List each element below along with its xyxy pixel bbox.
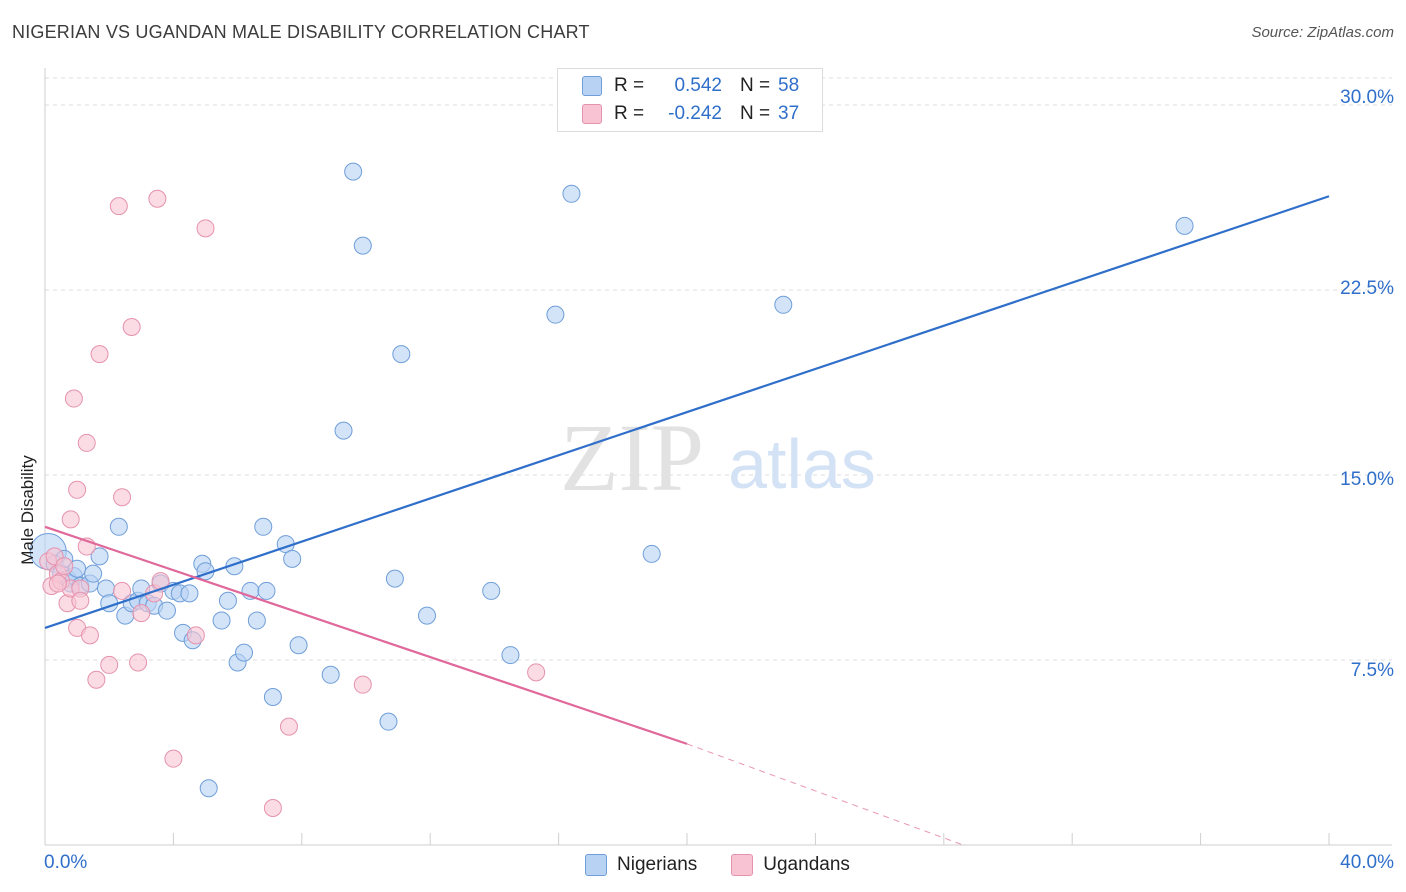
- data-points: [29, 162, 1194, 817]
- y-tick-label: 22.5%: [1340, 278, 1394, 299]
- ugandan-point: [48, 574, 67, 593]
- nigerian-point: [247, 611, 266, 630]
- nigerians-swatch: [585, 854, 607, 876]
- ugandan-point: [113, 581, 132, 600]
- nigerian-point: [254, 517, 273, 536]
- ugandan-point: [100, 655, 119, 674]
- nigerian-point: [482, 581, 501, 600]
- nigerian-point: [283, 549, 302, 568]
- ugandan-point: [196, 219, 215, 238]
- n-value: 58: [778, 75, 800, 96]
- y-axis-label-wrap: Male Disability: [16, 300, 40, 720]
- nigerian-point: [84, 564, 103, 583]
- r-value: 0.542: [674, 75, 722, 96]
- legend-label: Nigerians: [617, 854, 698, 875]
- ugandan-point: [61, 510, 80, 529]
- ugandan-point: [164, 749, 183, 768]
- stats-row-nigerians: R = 0.542 N = 58: [582, 74, 799, 98]
- stats-legend: R = 0.542 N = 58 R = -0.242 N = 37: [557, 68, 823, 132]
- nigerian-point: [344, 162, 363, 181]
- y-tick-label: 7.5%: [1350, 660, 1394, 681]
- ugandan-point: [90, 345, 109, 364]
- n-value: 37: [778, 103, 800, 124]
- nigerian-point: [157, 601, 176, 620]
- nigerian-point: [417, 606, 436, 625]
- trend-lines: [44, 195, 1330, 846]
- chart-title: NIGERIAN VS UGANDAN MALE DISABILITY CORR…: [12, 22, 590, 42]
- ugandan-point: [68, 480, 87, 499]
- nigerian-point: [379, 712, 398, 731]
- watermark-zip: ZIP: [560, 404, 704, 511]
- ugandans-trend-line: [44, 525, 688, 745]
- ugandan-point: [148, 189, 167, 208]
- watermark-atlas: atlas: [728, 425, 876, 503]
- ugandan-point: [263, 799, 282, 817]
- ugandan-point: [353, 675, 372, 694]
- nigerian-point: [774, 295, 793, 314]
- legend-label: Ugandans: [763, 854, 850, 875]
- ugandan-point: [55, 557, 74, 576]
- ugandans-trend-extension: [686, 743, 964, 846]
- nigerian-point: [392, 345, 411, 364]
- nigerian-point: [353, 236, 372, 255]
- x-tick-label-max: 40.0%: [1340, 852, 1394, 873]
- nigerian-point: [562, 184, 581, 203]
- ugandan-point: [87, 670, 106, 689]
- nigerian-point: [385, 569, 404, 588]
- r-label: R =: [614, 103, 645, 124]
- y-tick-label: 15.0%: [1340, 469, 1394, 490]
- ugandan-point: [279, 717, 298, 736]
- n-label: N =: [740, 75, 771, 96]
- ugandan-point: [64, 389, 83, 408]
- n-label: N =: [740, 103, 771, 124]
- y-tick-label: 30.0%: [1340, 87, 1394, 108]
- nigerians-swatch: [582, 76, 602, 96]
- nigerian-point: [218, 591, 237, 610]
- source-label[interactable]: Source: ZipAtlas.com: [1251, 24, 1394, 41]
- nigerian-point: [235, 643, 254, 662]
- ugandan-point: [527, 663, 546, 682]
- nigerian-point: [257, 581, 276, 600]
- nigerian-point: [501, 646, 520, 665]
- ugandan-point: [71, 591, 90, 610]
- ugandan-point: [122, 318, 141, 336]
- axes: [44, 68, 1392, 846]
- nigerian-point: [90, 547, 109, 566]
- nigerian-point: [109, 517, 128, 536]
- nigerian-point: [212, 611, 231, 630]
- ugandan-point: [186, 626, 205, 645]
- x-tick-label-min: 0.0%: [44, 852, 88, 873]
- ugandans-swatch: [582, 104, 602, 124]
- stats-row-ugandans: R = -0.242 N = 37: [582, 102, 799, 126]
- ugandans-swatch: [731, 854, 754, 876]
- ugandan-point: [80, 626, 99, 645]
- r-value: -0.242: [668, 103, 722, 124]
- nigerian-point: [1175, 216, 1194, 235]
- nigerian-point: [546, 305, 565, 324]
- ugandan-point: [113, 488, 132, 507]
- legend-item-nigerians[interactable]: Nigerians: [585, 854, 697, 876]
- nigerian-point: [96, 579, 115, 598]
- ugandan-point: [132, 604, 151, 623]
- series-legend: Nigerians Ugandans: [585, 852, 884, 878]
- r-label: R =: [614, 75, 645, 96]
- grid-lines: [45, 77, 1392, 661]
- nigerian-point: [199, 779, 218, 798]
- nigerian-point: [289, 636, 308, 655]
- y-axis-label: Male Disability: [18, 455, 37, 565]
- nigerian-point: [263, 688, 282, 706]
- nigerian-point: [321, 665, 340, 684]
- nigerian-point: [642, 544, 661, 563]
- legend-item-ugandans[interactable]: Ugandans: [731, 854, 850, 876]
- watermark: ZIP atlas: [560, 404, 876, 511]
- ugandan-point: [109, 197, 128, 216]
- nigerian-point: [334, 421, 353, 440]
- nigerian-point: [180, 584, 199, 603]
- nigerians-trend-line: [44, 195, 1330, 629]
- ugandan-point: [77, 433, 96, 452]
- ugandan-point: [129, 653, 148, 672]
